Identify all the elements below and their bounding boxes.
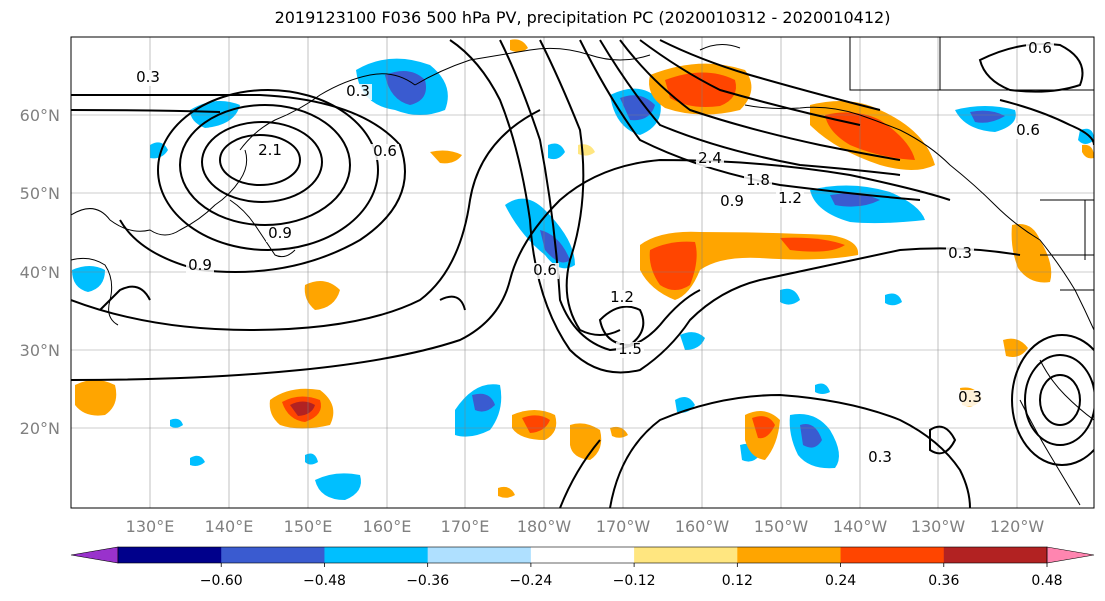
colorbar-segment <box>737 547 842 563</box>
lat-label: 30°N <box>20 341 60 360</box>
lon-label: 150°W <box>754 517 809 536</box>
pv-contours <box>71 39 1094 508</box>
colorbar-tick-label: 0.12 <box>722 573 753 589</box>
contour-label: 0.3 <box>948 244 972 262</box>
contour-label: 1.2 <box>778 189 802 207</box>
colorbar <box>70 546 1095 564</box>
contour-label: 0.3 <box>868 448 892 466</box>
colorbar-segment <box>634 547 738 563</box>
contour-label: 0.9 <box>188 256 212 274</box>
lon-label: 140°E <box>205 517 254 536</box>
lon-label: 130°W <box>911 517 966 536</box>
colorbar-extend-low <box>70 546 119 564</box>
colorbar-segment <box>427 547 532 563</box>
lat-label: 20°N <box>20 419 60 438</box>
map-frame <box>70 36 1095 509</box>
colorbar-tick-label: −0.36 <box>406 573 449 589</box>
colorbar-segment <box>324 547 429 563</box>
colorbar-segment <box>530 547 635 563</box>
contour-label: 0.9 <box>720 192 744 210</box>
lon-label: 150°E <box>284 517 333 536</box>
contour-label: 0.6 <box>533 261 557 279</box>
lon-label: 160°W <box>675 517 730 536</box>
lon-label: 130°E <box>126 517 175 536</box>
colorbar-segment <box>118 547 222 563</box>
colorbar-tick-label: −0.60 <box>200 573 243 589</box>
contour-label: 0.3 <box>136 68 160 86</box>
lat-label: 60°N <box>20 106 60 125</box>
colorbar-extend-high <box>1046 546 1095 564</box>
contour-label: 2.1 <box>258 141 282 159</box>
lon-label: 160°E <box>363 517 412 536</box>
contour-label: 1.2 <box>610 288 634 306</box>
colorbar-tick-label: 0.48 <box>1031 573 1062 589</box>
contour-label: 1.5 <box>618 340 642 358</box>
contour-label: 0.9 <box>268 224 292 242</box>
colorbar-tick-label: −0.48 <box>303 573 346 589</box>
contour-label: 2.4 <box>698 149 722 167</box>
contour-label: 0.6 <box>373 142 397 160</box>
contour-label: 1.8 <box>746 171 770 189</box>
lon-label: 170°W <box>596 517 651 536</box>
lat-label: 50°N <box>20 184 60 203</box>
lon-label: 170°E <box>441 517 490 536</box>
contour-label: 0.6 <box>1028 39 1052 57</box>
map-title: 2019123100 F036 500 hPa PV, precipitatio… <box>274 8 891 27</box>
contour-label: 0.3 <box>958 388 982 406</box>
precipitation-shading <box>72 39 1094 500</box>
colorbar-segment <box>221 547 325 563</box>
lon-label: 180°W <box>517 517 572 536</box>
colorbar-tick-label: 0.24 <box>825 573 856 589</box>
contour-label: 0.6 <box>1016 121 1040 139</box>
colorbar-tick-label: 0.36 <box>928 573 959 589</box>
lon-label: 140°W <box>833 517 888 536</box>
colorbar-segment <box>840 547 945 563</box>
contour-label: 0.3 <box>346 82 370 100</box>
colorbar-tick-label: −0.12 <box>613 573 656 589</box>
lat-label: 40°N <box>20 263 60 282</box>
colorbar-segment <box>943 547 1048 563</box>
lon-label: 120°W <box>990 517 1045 536</box>
colorbar-tick-label: −0.24 <box>509 573 552 589</box>
